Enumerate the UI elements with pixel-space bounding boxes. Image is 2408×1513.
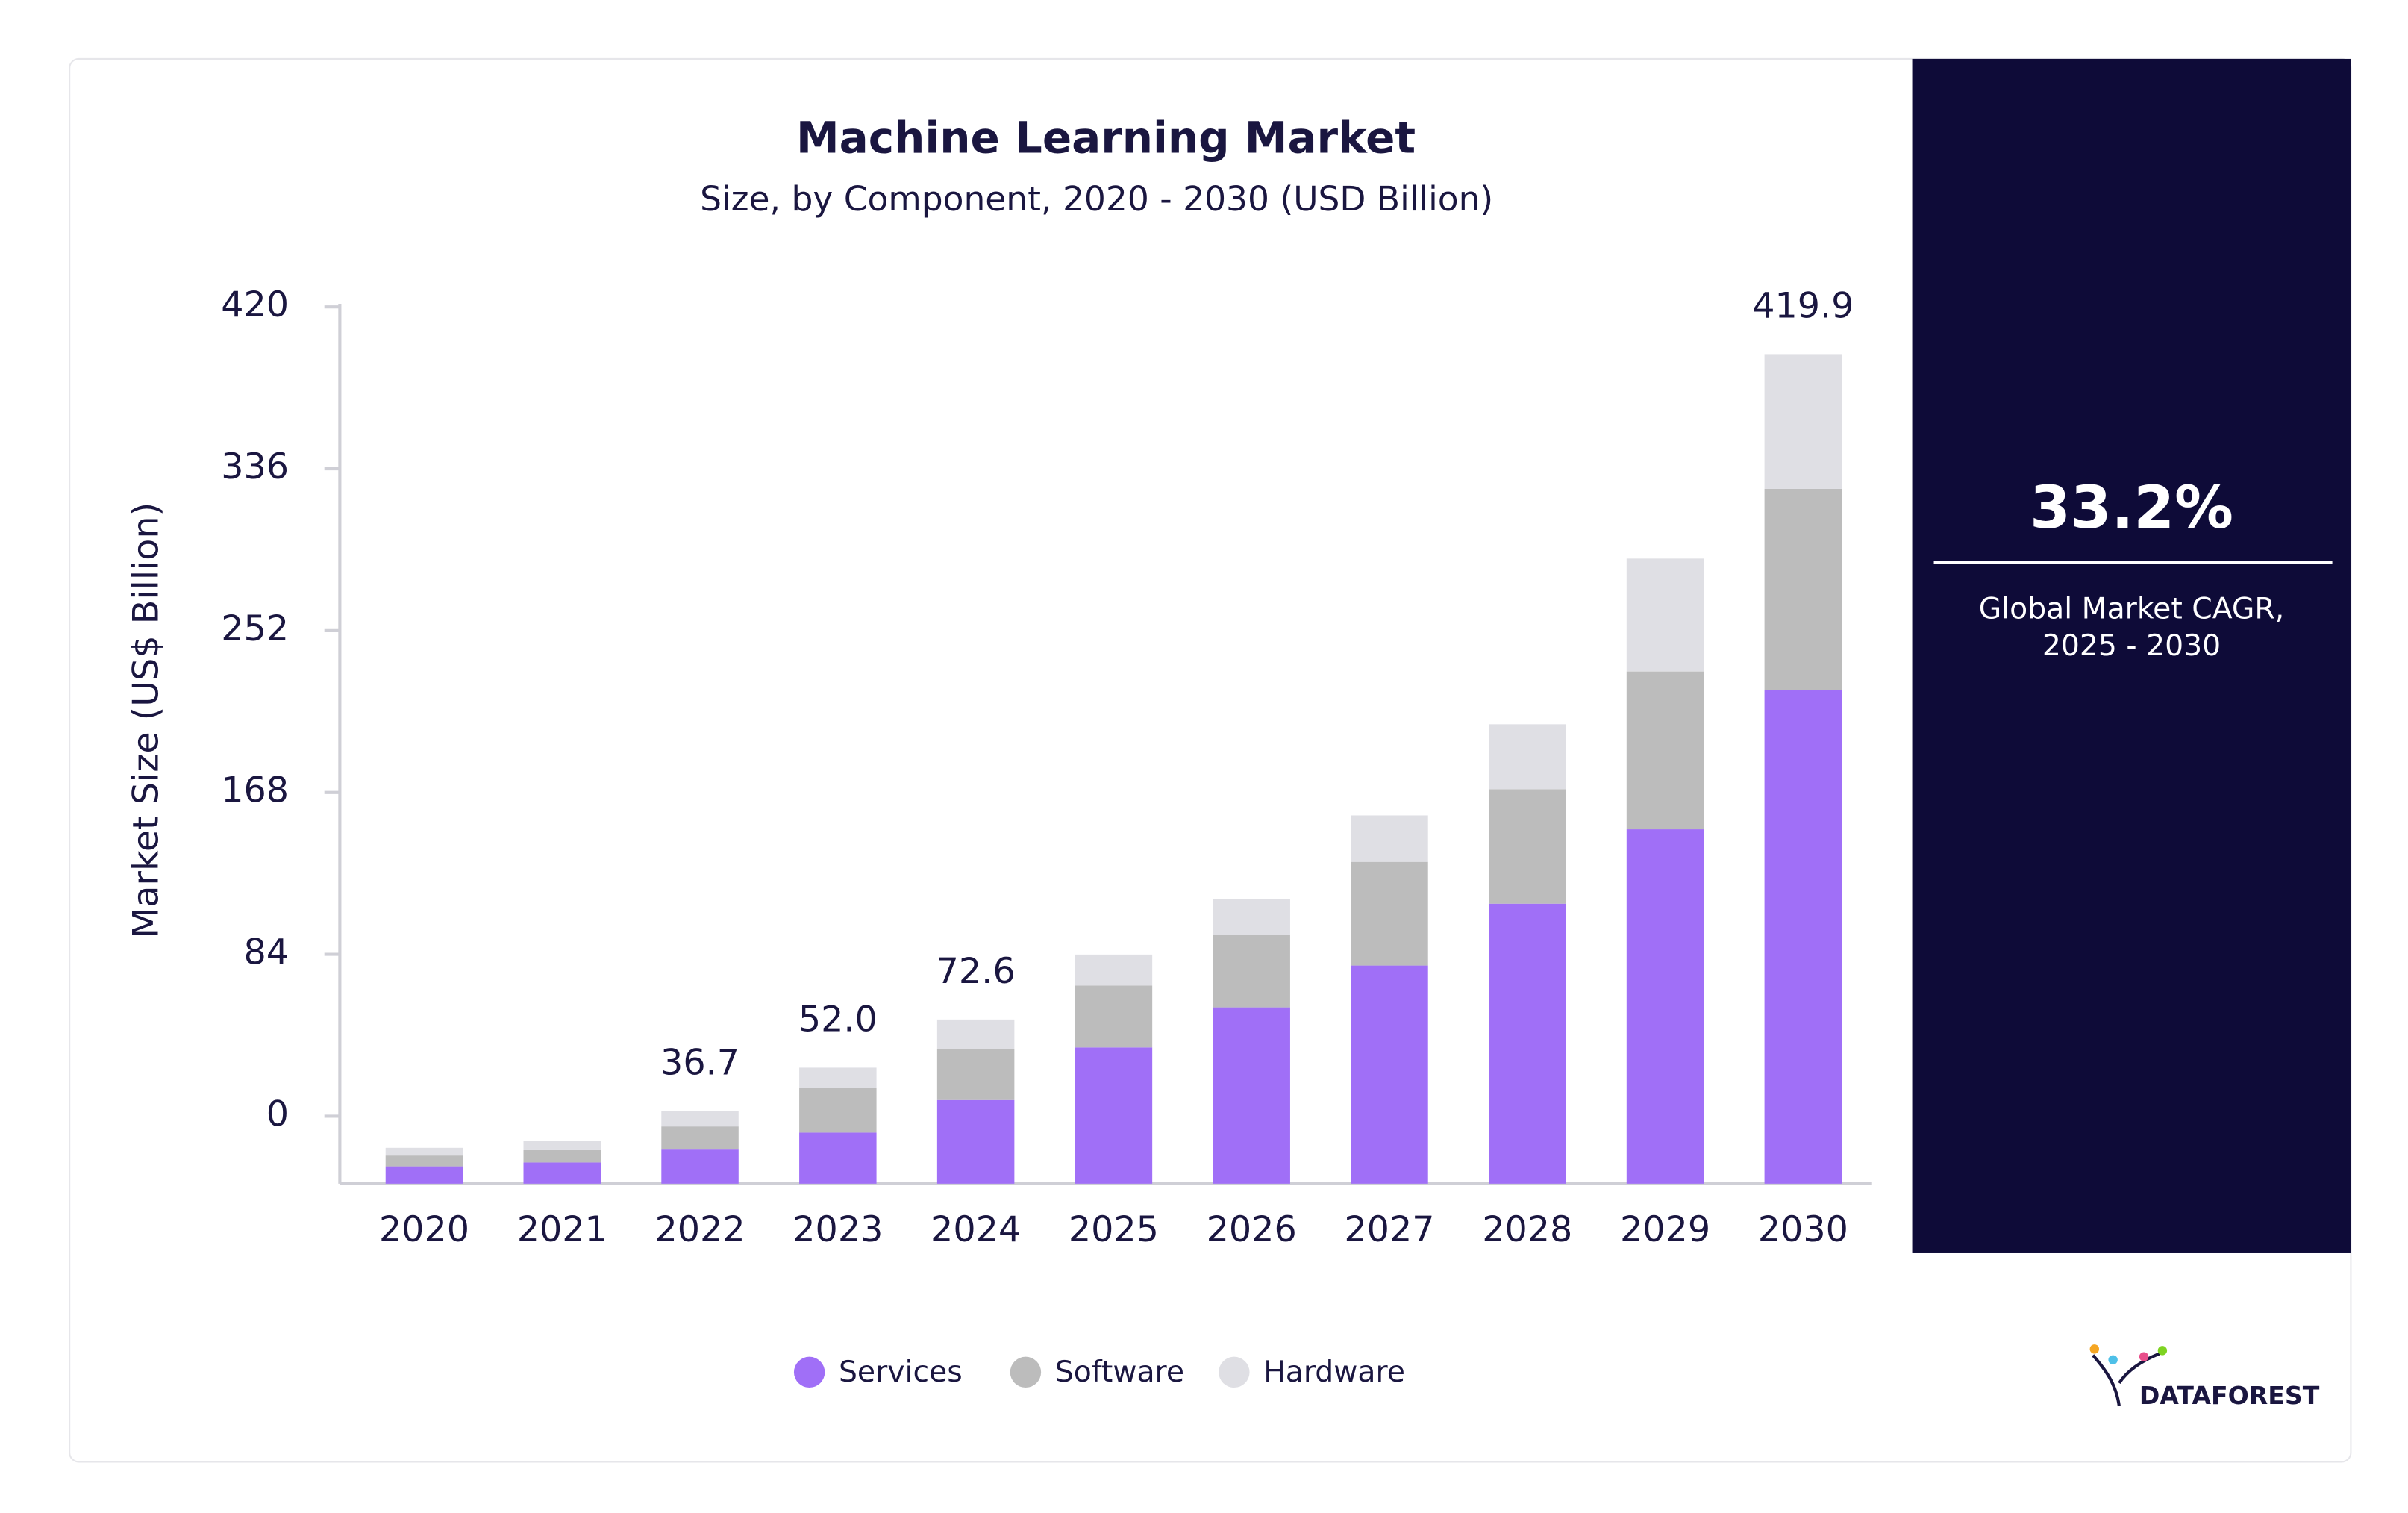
y-tick-label: 420 xyxy=(221,284,289,325)
legend-swatch xyxy=(1010,1356,1042,1388)
x-tick-label: 2024 xyxy=(931,1209,1021,1250)
cagr-value: 33.2% xyxy=(2030,473,2233,542)
x-tick-label: 2026 xyxy=(1207,1209,1297,1250)
bar-segment xyxy=(661,1126,739,1150)
bar-segment xyxy=(936,1049,1015,1100)
bar-segment xyxy=(936,1099,1015,1184)
x-tick-label: 2025 xyxy=(1069,1209,1159,1250)
bar-segment xyxy=(385,1147,463,1156)
y-tick-label: 168 xyxy=(221,770,289,811)
bar-segment xyxy=(1626,671,1704,830)
logo-dot xyxy=(2089,1344,2100,1354)
bar-segment xyxy=(1626,829,1704,1184)
legend-label: Services xyxy=(839,1356,963,1389)
chart-subtitle: Size, by Component, 2020 - 2030 (USD Bil… xyxy=(700,179,1493,219)
y-tick-label: 252 xyxy=(221,608,289,649)
bar-segment xyxy=(1075,985,1153,1048)
bar-segment xyxy=(523,1149,601,1163)
bar-segment xyxy=(1075,954,1153,986)
x-tick-label: 2022 xyxy=(654,1209,745,1250)
chart-title: Machine Learning Market xyxy=(796,113,1416,163)
bar-segment xyxy=(799,1067,877,1088)
cagr-caption: Global Market CAGR, xyxy=(1979,592,2284,626)
brand-name: DATAFOREST xyxy=(2139,1381,2320,1410)
bar-segment xyxy=(1489,789,1566,904)
x-tick-label: 2020 xyxy=(379,1209,469,1250)
bar-segment xyxy=(1764,488,1842,690)
bar-segment xyxy=(1764,354,1842,489)
bar-segment xyxy=(523,1141,601,1150)
bar-segment xyxy=(799,1132,877,1184)
total-label: 36.7 xyxy=(660,1042,739,1083)
bar-segment xyxy=(1213,935,1290,1008)
y-tick-label: 336 xyxy=(221,446,289,487)
x-tick-label: 2021 xyxy=(517,1209,607,1250)
bar-segment xyxy=(661,1111,739,1127)
total-label: 72.6 xyxy=(936,951,1016,992)
cagr-panel xyxy=(1912,58,2351,1253)
legend-label: Software xyxy=(1055,1356,1184,1389)
legend-label: Hardware xyxy=(1263,1356,1405,1389)
bar-segment xyxy=(1351,815,1428,862)
legend-swatch xyxy=(1219,1356,1250,1388)
x-tick-label: 2028 xyxy=(1482,1209,1572,1250)
bar-segment xyxy=(1213,1007,1290,1184)
legend-swatch xyxy=(793,1356,825,1388)
logo-dot xyxy=(2157,1346,2168,1356)
bar-segment xyxy=(385,1166,463,1184)
x-tick-label: 2030 xyxy=(1758,1209,1848,1250)
total-label: 419.9 xyxy=(1752,285,1854,326)
bar-segment xyxy=(1626,558,1704,672)
logo-dot xyxy=(2139,1352,2149,1361)
bar-segment xyxy=(1351,965,1428,1184)
x-tick-label: 2029 xyxy=(1620,1209,1710,1250)
bar-segment xyxy=(1489,903,1566,1184)
bar-segment xyxy=(799,1088,877,1133)
logo-dot xyxy=(2108,1355,2118,1365)
x-tick-label: 2027 xyxy=(1344,1209,1434,1250)
logo-tree xyxy=(2092,1352,2160,1407)
bar-segment xyxy=(936,1019,1015,1049)
bar-segment xyxy=(1213,899,1290,935)
x-tick-label: 2023 xyxy=(792,1209,883,1250)
bar-segment xyxy=(661,1149,739,1184)
bar-segment xyxy=(523,1162,601,1184)
y-tick-label: 0 xyxy=(266,1094,289,1135)
bar-segment xyxy=(1075,1047,1153,1184)
cagr-caption: 2025 - 2030 xyxy=(2042,629,2221,663)
bar-segment xyxy=(385,1155,463,1167)
total-label: 52.0 xyxy=(798,999,878,1040)
brand-logo: DATAFOREST xyxy=(2089,1344,2320,1410)
bar-segment xyxy=(1489,724,1566,790)
y-tick-label: 84 xyxy=(244,932,290,973)
bar-segment xyxy=(1764,690,1842,1184)
y-axis-title: Market Size (US$ Billion) xyxy=(126,502,167,938)
bar-segment xyxy=(1351,861,1428,966)
